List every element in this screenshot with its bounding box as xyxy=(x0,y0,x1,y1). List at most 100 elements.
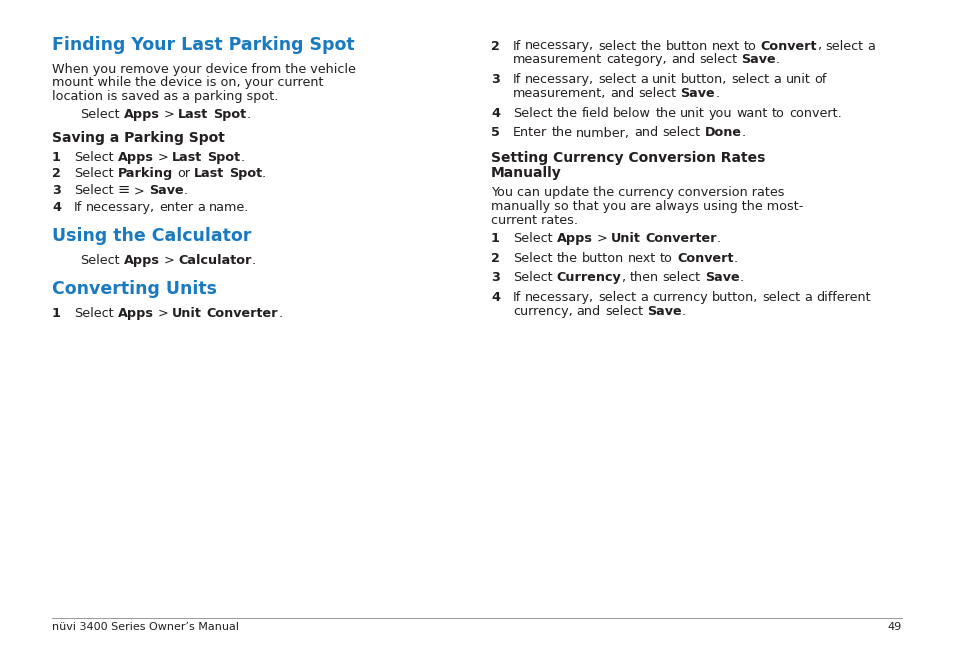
Text: ,: , xyxy=(817,40,821,52)
Text: measurement,: measurement, xyxy=(513,87,606,100)
Text: 1: 1 xyxy=(52,306,61,320)
Text: manually so that you are always using the most-: manually so that you are always using th… xyxy=(491,200,802,213)
Text: select: select xyxy=(638,87,676,100)
Text: Save: Save xyxy=(740,53,775,67)
Text: different: different xyxy=(816,291,870,304)
Text: Select: Select xyxy=(513,251,552,265)
Text: convert.: convert. xyxy=(788,107,841,120)
Text: 1: 1 xyxy=(52,151,61,164)
Text: Converter: Converter xyxy=(645,232,717,245)
Text: .: . xyxy=(278,306,282,320)
Text: Manually: Manually xyxy=(491,166,561,180)
Text: to: to xyxy=(771,107,784,120)
Text: Select: Select xyxy=(513,107,552,120)
Text: Unit: Unit xyxy=(611,232,640,245)
Text: Apps: Apps xyxy=(117,151,153,164)
Text: enter: enter xyxy=(159,201,193,214)
Text: .: . xyxy=(262,167,266,181)
Text: Unit: Unit xyxy=(172,306,202,320)
Text: or: or xyxy=(176,167,190,181)
Text: 3: 3 xyxy=(491,73,499,86)
Text: 2: 2 xyxy=(491,251,499,265)
Text: a: a xyxy=(639,73,648,86)
Text: >: > xyxy=(596,232,607,245)
Text: Save: Save xyxy=(646,305,680,318)
Text: you: you xyxy=(708,107,732,120)
Text: When you remove your device from the vehicle: When you remove your device from the veh… xyxy=(52,62,355,75)
Text: If: If xyxy=(74,201,82,214)
Text: Last: Last xyxy=(193,167,224,181)
Text: >: > xyxy=(157,306,168,320)
Text: Calculator: Calculator xyxy=(178,254,252,267)
Text: button: button xyxy=(581,251,623,265)
Text: Enter: Enter xyxy=(513,126,547,140)
Text: number,: number, xyxy=(576,126,630,140)
Text: field: field xyxy=(581,107,609,120)
Text: currency: currency xyxy=(652,291,707,304)
Text: >: > xyxy=(133,184,145,198)
Text: ,: , xyxy=(620,271,625,284)
Text: .: . xyxy=(183,184,188,198)
Text: category,: category, xyxy=(605,53,666,67)
Text: select: select xyxy=(661,126,700,140)
Text: unit: unit xyxy=(679,107,704,120)
Text: select: select xyxy=(761,291,800,304)
Text: button,: button, xyxy=(711,291,758,304)
Text: If: If xyxy=(513,73,520,86)
Text: 3: 3 xyxy=(52,184,61,198)
Text: Saving a Parking Spot: Saving a Parking Spot xyxy=(52,130,225,144)
Text: next: next xyxy=(627,251,656,265)
Text: and: and xyxy=(577,305,600,318)
Text: name.: name. xyxy=(209,201,250,214)
Text: then: then xyxy=(629,271,658,284)
Text: Convert: Convert xyxy=(760,40,817,52)
Text: to: to xyxy=(659,251,672,265)
Text: If: If xyxy=(513,291,520,304)
Text: Spot: Spot xyxy=(213,108,246,121)
Text: current rates.: current rates. xyxy=(491,214,578,227)
Text: currency,: currency, xyxy=(513,305,572,318)
Text: the: the xyxy=(551,126,572,140)
Text: Finding Your Last Parking Spot: Finding Your Last Parking Spot xyxy=(52,36,355,54)
Text: Convert: Convert xyxy=(677,251,733,265)
Text: .: . xyxy=(717,232,720,245)
Text: select: select xyxy=(662,271,700,284)
Text: of: of xyxy=(814,73,826,86)
Text: Currency: Currency xyxy=(556,271,620,284)
Text: Spot: Spot xyxy=(229,167,262,181)
Text: Select: Select xyxy=(80,254,119,267)
Text: Apps: Apps xyxy=(124,254,159,267)
Text: .: . xyxy=(240,151,244,164)
Text: .: . xyxy=(775,53,779,67)
Text: Select: Select xyxy=(513,232,552,245)
Text: Setting Currency Conversion Rates: Setting Currency Conversion Rates xyxy=(491,151,764,165)
Text: a: a xyxy=(866,40,875,52)
Text: 5: 5 xyxy=(491,126,499,140)
Text: next: next xyxy=(711,40,740,52)
Text: necessary,: necessary, xyxy=(525,291,594,304)
Text: .: . xyxy=(733,251,737,265)
Text: below: below xyxy=(613,107,651,120)
Text: 4: 4 xyxy=(52,201,61,214)
Text: .: . xyxy=(739,271,742,284)
Text: the: the xyxy=(655,107,676,120)
Text: the: the xyxy=(556,251,577,265)
Text: Parking: Parking xyxy=(117,167,172,181)
Text: to: to xyxy=(743,40,756,52)
Text: unit: unit xyxy=(652,73,677,86)
Text: button,: button, xyxy=(680,73,727,86)
Text: mount while the device is on, your current: mount while the device is on, your curre… xyxy=(52,77,323,89)
Text: Last: Last xyxy=(178,108,209,121)
Text: select: select xyxy=(699,53,737,67)
Text: Select: Select xyxy=(74,167,113,181)
Text: .: . xyxy=(715,87,719,100)
Text: 3: 3 xyxy=(491,271,499,284)
Text: 4: 4 xyxy=(491,107,499,120)
Text: button: button xyxy=(665,40,707,52)
Text: Spot: Spot xyxy=(207,151,240,164)
Text: >: > xyxy=(157,151,168,164)
Text: Using the Calculator: Using the Calculator xyxy=(52,227,251,245)
Text: select: select xyxy=(731,73,769,86)
Text: Select: Select xyxy=(74,151,113,164)
Text: 1: 1 xyxy=(491,232,499,245)
